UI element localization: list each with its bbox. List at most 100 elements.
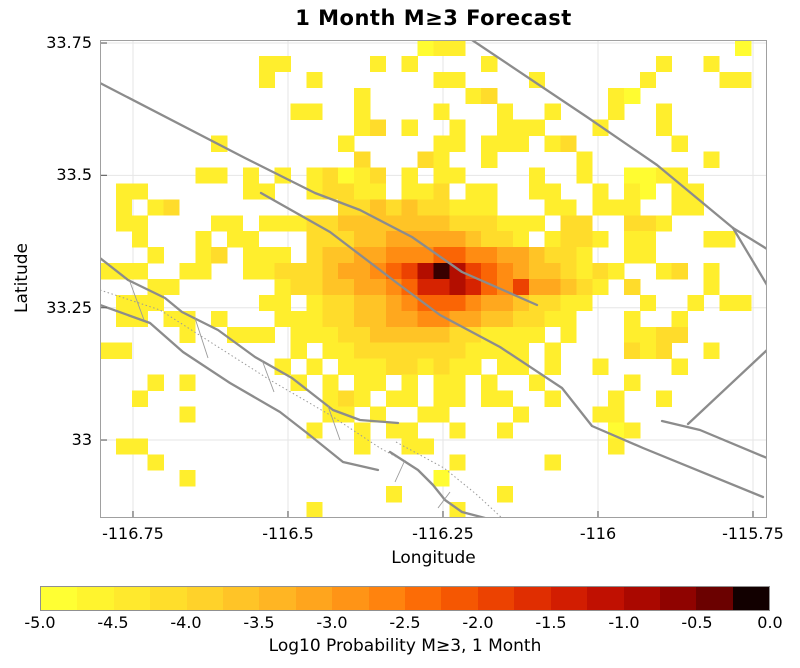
y-tick-label: 33 (71, 430, 92, 450)
heatmap-cell (481, 342, 498, 359)
heatmap-cell (433, 294, 450, 312)
heatmap-cell (624, 215, 641, 232)
x-tick-label: -116 (579, 524, 617, 543)
heatmap-cell (481, 199, 498, 216)
heatmap-cell (179, 326, 196, 344)
heatmap-cell (528, 119, 545, 136)
heatmap-cell (322, 310, 339, 328)
heatmap-cell (512, 231, 530, 248)
heatmap-cell (115, 199, 133, 216)
heatmap-cell (354, 87, 371, 105)
colorbar-tick-label: -1.0 (608, 613, 640, 632)
heatmap-cell (290, 215, 307, 232)
heatmap-cell (306, 263, 323, 280)
heatmap-cell (576, 247, 593, 264)
colorbar-tick-label: -3.5 (243, 613, 275, 632)
heatmap-cell (512, 135, 530, 152)
heatmap-cell (369, 358, 387, 375)
heatmap-cell (322, 294, 339, 312)
heatmap-cell (131, 438, 148, 455)
fault-zone-tie (261, 359, 275, 393)
heatmap-cell (449, 279, 466, 296)
heatmap-cell (306, 358, 323, 375)
heatmap-cell (242, 263, 260, 280)
heatmap-cell (195, 263, 212, 280)
heatmap-cell (560, 135, 577, 152)
heatmap-cell (258, 55, 275, 73)
colorbar-segment (405, 587, 442, 610)
heatmap-cell (528, 71, 545, 89)
heatmap-cell (211, 310, 228, 328)
heatmap-cell (354, 263, 371, 280)
heatmap-cell (179, 310, 196, 328)
heatmap-cell (608, 87, 625, 105)
heatmap-cell (735, 294, 752, 312)
heatmap-cell (465, 87, 482, 105)
heatmap-cell (735, 40, 752, 57)
heatmap-cell (624, 87, 641, 105)
colorbar-segment (77, 587, 114, 610)
heatmap-cell (544, 294, 561, 312)
heatmap-cell (687, 199, 704, 216)
heatmap-cell (544, 183, 561, 200)
heatmap-cell (512, 342, 530, 359)
heatmap-cell (671, 310, 688, 328)
heatmap-cell (497, 263, 514, 280)
heatmap-cell (115, 263, 133, 280)
heatmap-cell (497, 294, 514, 312)
y-tick-label: 33.25 (46, 297, 92, 317)
heatmap-cell (338, 215, 355, 232)
heatmap-cell (417, 151, 434, 168)
heatmap-cell (703, 263, 720, 280)
heatmap-cell (481, 231, 498, 248)
heatmap-cell (322, 374, 339, 391)
fault-zone-tie (394, 459, 406, 483)
heatmap-cell (258, 71, 275, 89)
heatmap-cell (576, 231, 593, 248)
heatmap-cell (417, 342, 434, 359)
heatmap-cell (417, 231, 434, 248)
heatmap-cell (497, 119, 514, 136)
heatmap-cell (560, 263, 577, 280)
y-tick-label: 33.75 (46, 33, 92, 53)
heatmap-cell (401, 374, 418, 391)
heatmap-cell (560, 231, 577, 248)
heatmap-cell (369, 167, 387, 184)
heatmap-cell (465, 310, 482, 328)
heatmap-cell (417, 263, 434, 280)
heatmap-cell (338, 231, 355, 248)
heatmap-cell (544, 358, 561, 375)
heatmap-cell (322, 215, 339, 232)
heatmap-cell (639, 326, 657, 344)
heatmap-cell (465, 199, 482, 216)
heatmap-cell (163, 199, 180, 216)
heatmap-cell (655, 263, 673, 280)
heatmap-cell (354, 326, 371, 344)
heatmap-cell (163, 279, 180, 296)
heatmap-cell (449, 454, 466, 471)
x-tick-label: -116.75 (102, 524, 164, 543)
heatmap-cell (433, 358, 450, 375)
heatmap-cell (592, 358, 609, 375)
colorbar-segment (477, 587, 515, 610)
heatmap-cell (481, 183, 498, 200)
heatmap-cell (258, 247, 275, 264)
heatmap-cell (401, 215, 418, 232)
heatmap-cell (322, 263, 339, 280)
heatmap-cell (624, 231, 641, 248)
heatmap-cell (385, 342, 403, 359)
heatmap-cell (369, 199, 387, 216)
heatmap-cell (401, 310, 418, 328)
heatmap-cell (528, 279, 545, 296)
heatmap-cell (115, 342, 133, 359)
heatmap-cell (385, 486, 403, 503)
heatmap-cell (338, 390, 355, 407)
heatmap-cell (671, 183, 688, 200)
heatmap-cell (385, 326, 403, 344)
heatmap-cell (433, 40, 450, 57)
heatmap-cell (322, 326, 339, 344)
heatmap-cell (147, 454, 164, 471)
heatmap-cell (608, 406, 625, 423)
heatmap-cell (401, 422, 418, 439)
heatmap-cell (528, 215, 545, 232)
